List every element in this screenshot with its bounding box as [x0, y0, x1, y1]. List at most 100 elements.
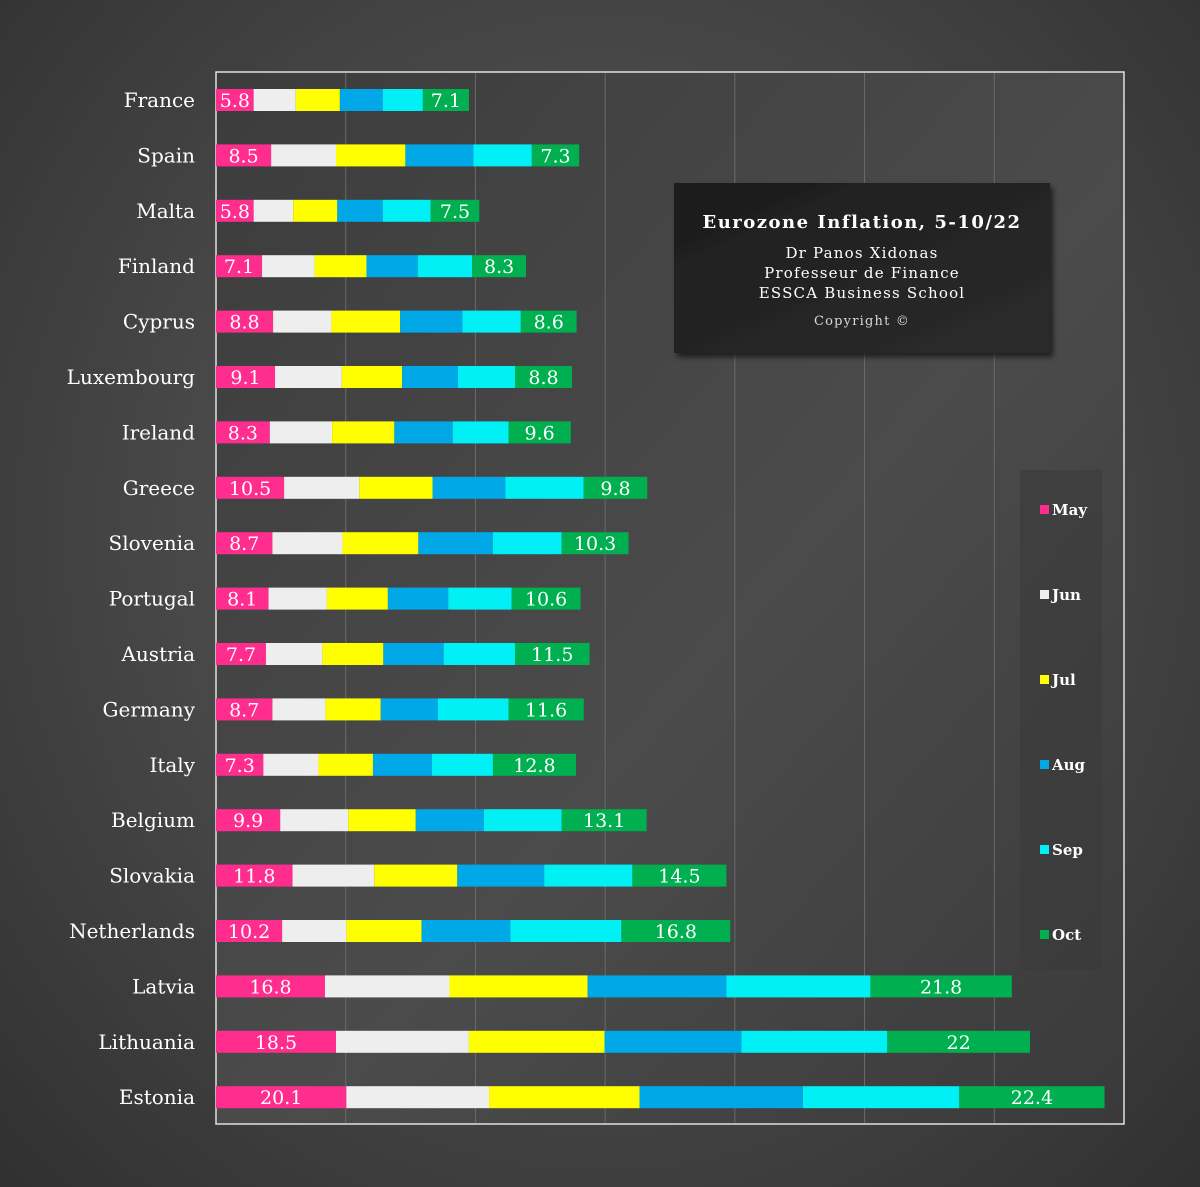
bar-segment-jul — [449, 975, 588, 998]
bar-segment-oct — [959, 1086, 1105, 1109]
bar-segment-jul — [341, 366, 403, 388]
bar-segment-sep — [505, 476, 584, 499]
bar-segment-jun — [271, 144, 336, 167]
data-label: 8.7 — [229, 699, 259, 721]
bar-segment-may — [216, 144, 272, 167]
data-label: 8.7 — [229, 533, 259, 555]
bar-segment-aug — [432, 476, 506, 499]
bar-segment-aug — [394, 421, 453, 444]
bar-segment-oct — [583, 476, 648, 499]
bar-segment-jul — [346, 920, 422, 942]
data-label: 8.3 — [484, 256, 514, 278]
title-box-line-2: Professeur de Finance — [764, 264, 960, 282]
data-label: 21.8 — [920, 976, 962, 998]
category-label: Estonia — [119, 1085, 195, 1109]
bar-segment-sep — [431, 753, 493, 776]
bar-segment-aug — [639, 1086, 803, 1109]
legend-label: Jun — [1050, 586, 1081, 604]
legend-swatch — [1040, 505, 1049, 514]
legend-swatch — [1040, 845, 1049, 854]
bar-segment-jul — [374, 864, 458, 887]
data-label: 7.7 — [226, 644, 256, 666]
data-label: 8.5 — [228, 145, 258, 167]
data-label: 13.1 — [583, 810, 625, 832]
data-label: 10.5 — [229, 478, 271, 500]
bar-segment-sep — [802, 1086, 960, 1109]
bar-segment-may — [216, 366, 276, 388]
bar-segment-oct — [561, 532, 629, 555]
data-label: 10.3 — [574, 533, 616, 555]
bar-segment-jun — [263, 753, 319, 776]
legend-label: Jul — [1050, 671, 1076, 689]
legend-swatch — [1040, 760, 1049, 769]
bar-segment-jul — [359, 476, 433, 499]
bar-segment-aug — [383, 643, 444, 665]
category-label: Latvia — [132, 974, 195, 998]
bar-segment-aug — [387, 587, 449, 610]
data-label: 9.6 — [525, 422, 555, 444]
bar-segment-sep — [726, 975, 871, 998]
category-label: Spain — [137, 143, 195, 167]
bar-segment-oct — [514, 366, 573, 388]
category-label: Germany — [103, 697, 196, 721]
bar-segment-aug — [366, 255, 418, 278]
bar-segment-may — [216, 1030, 336, 1053]
data-label: 8.8 — [229, 312, 259, 334]
data-label: 8.3 — [228, 422, 258, 444]
bar-segment-aug — [405, 144, 474, 167]
title-box-copyright: Copyright © — [814, 314, 910, 329]
bar-segment-oct — [514, 643, 590, 665]
data-label: 11.6 — [525, 699, 567, 721]
bar-segment-sep — [483, 809, 562, 832]
bar-segment-aug — [415, 809, 484, 832]
bar-segment-oct — [511, 587, 581, 610]
title-box-line-1: Dr Panos Xidonas — [785, 244, 938, 262]
bar-segment-oct — [887, 1030, 1030, 1053]
bar-segment-sep — [448, 587, 512, 610]
bar-segment-oct — [508, 421, 571, 444]
bar-segment-jun — [282, 920, 347, 942]
bar-segment-jul — [468, 1030, 605, 1053]
bar-segment-aug — [587, 975, 727, 998]
bar-segment-sep — [457, 366, 515, 388]
bar-segment-oct — [531, 144, 580, 167]
bar-segment-jun — [269, 421, 333, 444]
bar-segment-jul — [489, 1086, 640, 1109]
category-label: Slovakia — [109, 864, 195, 888]
bar-segment-may — [216, 199, 254, 222]
bar-segment-jun — [272, 532, 343, 555]
data-label: 7.5 — [440, 201, 470, 223]
data-label: 7.1 — [224, 256, 254, 278]
bar-segment-jun — [265, 643, 323, 665]
bar-segment-aug — [402, 366, 458, 388]
bar-segment-may — [216, 532, 273, 555]
bar-segment-oct — [621, 920, 731, 942]
legend-label: May — [1052, 501, 1088, 519]
legend-label: Aug — [1051, 756, 1086, 774]
data-label: 7.1 — [431, 90, 461, 112]
data-label: 9.8 — [600, 478, 630, 500]
data-label: 7.3 — [540, 145, 570, 167]
bar-segment-jun — [272, 698, 326, 721]
bar-segment-jun — [346, 1086, 490, 1109]
category-label: Portugal — [109, 587, 195, 611]
data-label: 18.5 — [255, 1032, 297, 1054]
bar-segment-oct — [520, 310, 577, 333]
category-label: Italy — [149, 753, 195, 777]
category-label: Netherlands — [69, 919, 195, 943]
bar-segment-aug — [418, 532, 493, 555]
bar-segment-oct — [422, 89, 469, 111]
bar-segment-jun — [253, 89, 296, 111]
bar-segment-jul — [326, 587, 388, 610]
bar-segment-aug — [421, 920, 511, 942]
bar-segment-jun — [324, 975, 450, 998]
data-label: 5.8 — [220, 90, 250, 112]
legend: May Jun Jul Aug Sep Oct — [1020, 470, 1102, 970]
category-label: Finland — [118, 254, 195, 278]
bar-segment-jul — [348, 809, 416, 832]
category-label: Greece — [123, 476, 195, 500]
bar-segment-may — [216, 421, 270, 444]
title-box-bg — [674, 183, 1050, 353]
data-label: 10.2 — [228, 921, 270, 943]
data-label: 11.8 — [233, 866, 275, 888]
